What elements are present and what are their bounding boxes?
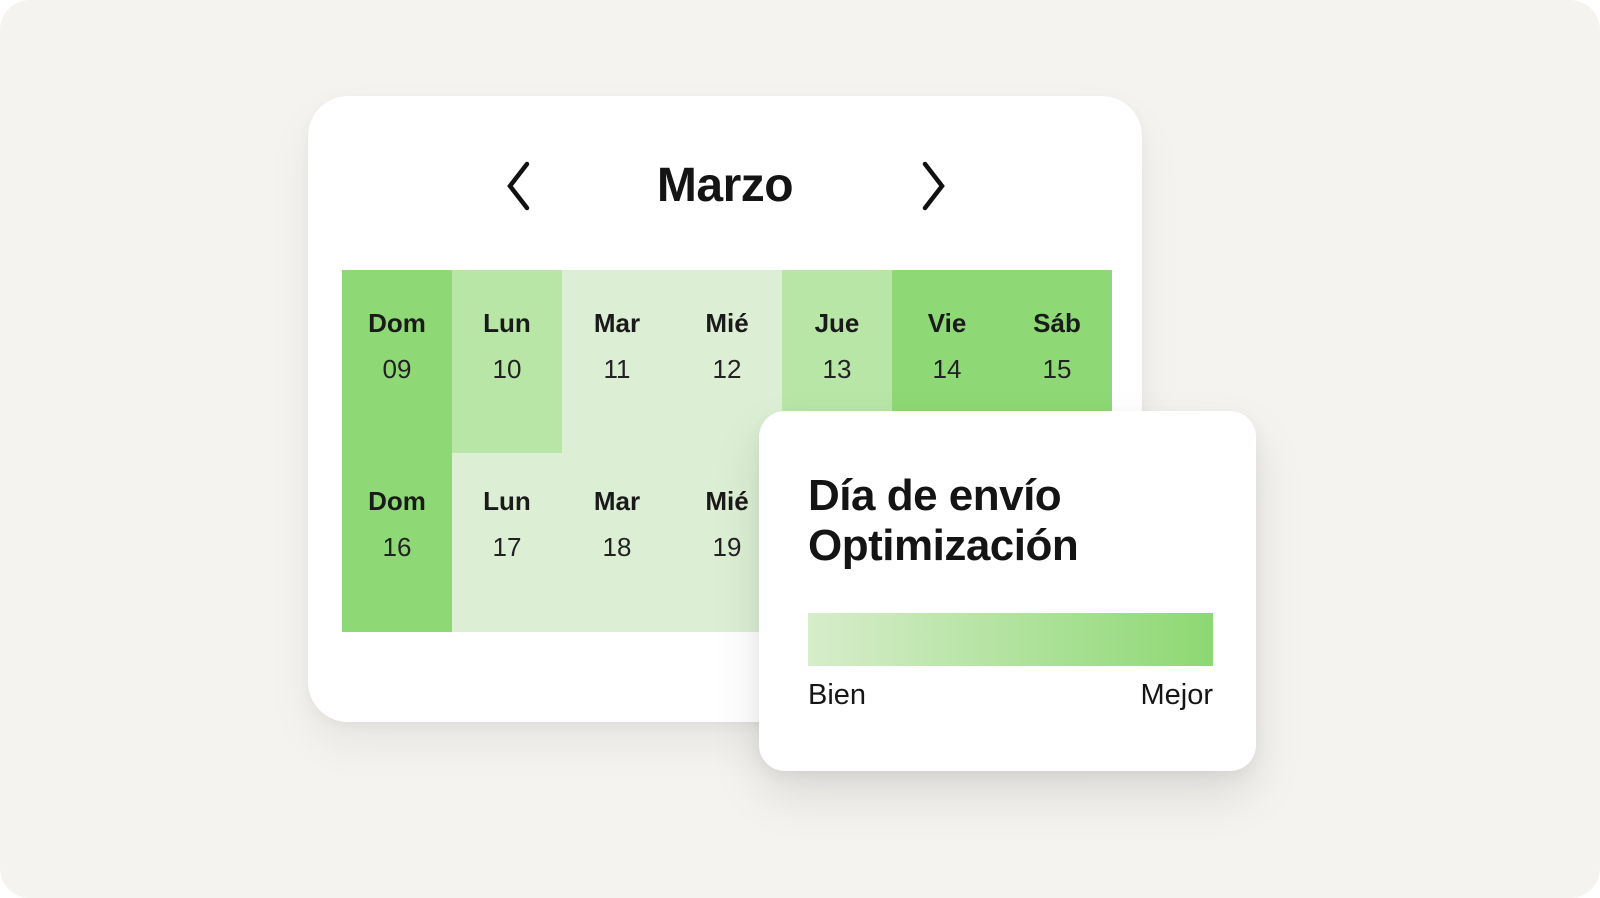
day-number: 11 — [603, 354, 631, 384]
calendar-day-cell[interactable]: Sáb 15 — [1002, 270, 1112, 420]
calendar-day-cell[interactable]: Mar 11 — [562, 270, 672, 420]
day-label: Vie — [927, 308, 967, 338]
calendar-day-cell[interactable]: Jue 13 — [782, 270, 892, 420]
calendar-day-cell[interactable]: Lun 10 — [452, 270, 562, 420]
calendar-day-cell[interactable]: Mar 18 — [562, 466, 672, 632]
day-column-shade-dom — [342, 270, 452, 632]
calendar-day-cell[interactable]: Mié 12 — [672, 270, 782, 420]
day-column-shade-lun-bottom — [452, 453, 562, 632]
day-column-shade-lun-top — [452, 270, 562, 453]
prev-month-button[interactable] — [490, 154, 546, 218]
chevron-left-icon — [504, 160, 532, 212]
day-label: Lun — [483, 308, 531, 338]
send-day-optimization-card: Día de envío Optimización Bien Mejor — [759, 411, 1256, 771]
optimization-gradient-bar — [808, 613, 1213, 666]
day-number: 17 — [492, 532, 522, 562]
calendar-day-cell[interactable]: Mié 19 — [672, 466, 782, 632]
day-number: 15 — [1042, 354, 1072, 384]
optimization-title-line2: Optimización — [808, 521, 1079, 570]
day-number: 14 — [932, 354, 962, 384]
scale-labels: Bien Mejor — [808, 679, 1213, 712]
optimization-title: Día de envío Optimización — [808, 471, 1079, 571]
day-label: Dom — [368, 486, 426, 516]
day-number: 19 — [712, 532, 742, 562]
scale-label-better: Mejor — [1140, 679, 1213, 711]
day-number: 10 — [492, 354, 522, 384]
day-label: Mar — [593, 486, 641, 516]
day-number: 12 — [712, 354, 742, 384]
day-number: 18 — [602, 532, 632, 562]
day-label: Mar — [593, 308, 641, 338]
day-label: Dom — [368, 308, 426, 338]
day-column-shade-mar — [562, 270, 672, 632]
day-number: 16 — [382, 532, 412, 562]
day-label: Sáb — [1033, 308, 1081, 338]
calendar-day-cell[interactable]: Dom 16 — [342, 466, 452, 632]
optimization-title-line1: Día de envío — [808, 471, 1062, 520]
calendar-day-cell[interactable]: Vie 14 — [892, 270, 1002, 420]
month-title: Marzo — [656, 159, 794, 212]
day-label: Jue — [814, 308, 860, 338]
chevron-right-icon — [920, 160, 948, 212]
calendar-day-cell[interactable]: Lun 17 — [452, 466, 562, 632]
day-label: Mié — [705, 486, 749, 516]
scale-label-good: Bien — [808, 679, 867, 711]
day-number: 09 — [382, 354, 412, 384]
day-number: 13 — [822, 354, 852, 384]
day-label: Mié — [705, 308, 749, 338]
next-month-button[interactable] — [906, 154, 962, 218]
day-label: Lun — [483, 486, 531, 516]
calendar-day-cell[interactable]: Dom 09 — [342, 270, 452, 420]
